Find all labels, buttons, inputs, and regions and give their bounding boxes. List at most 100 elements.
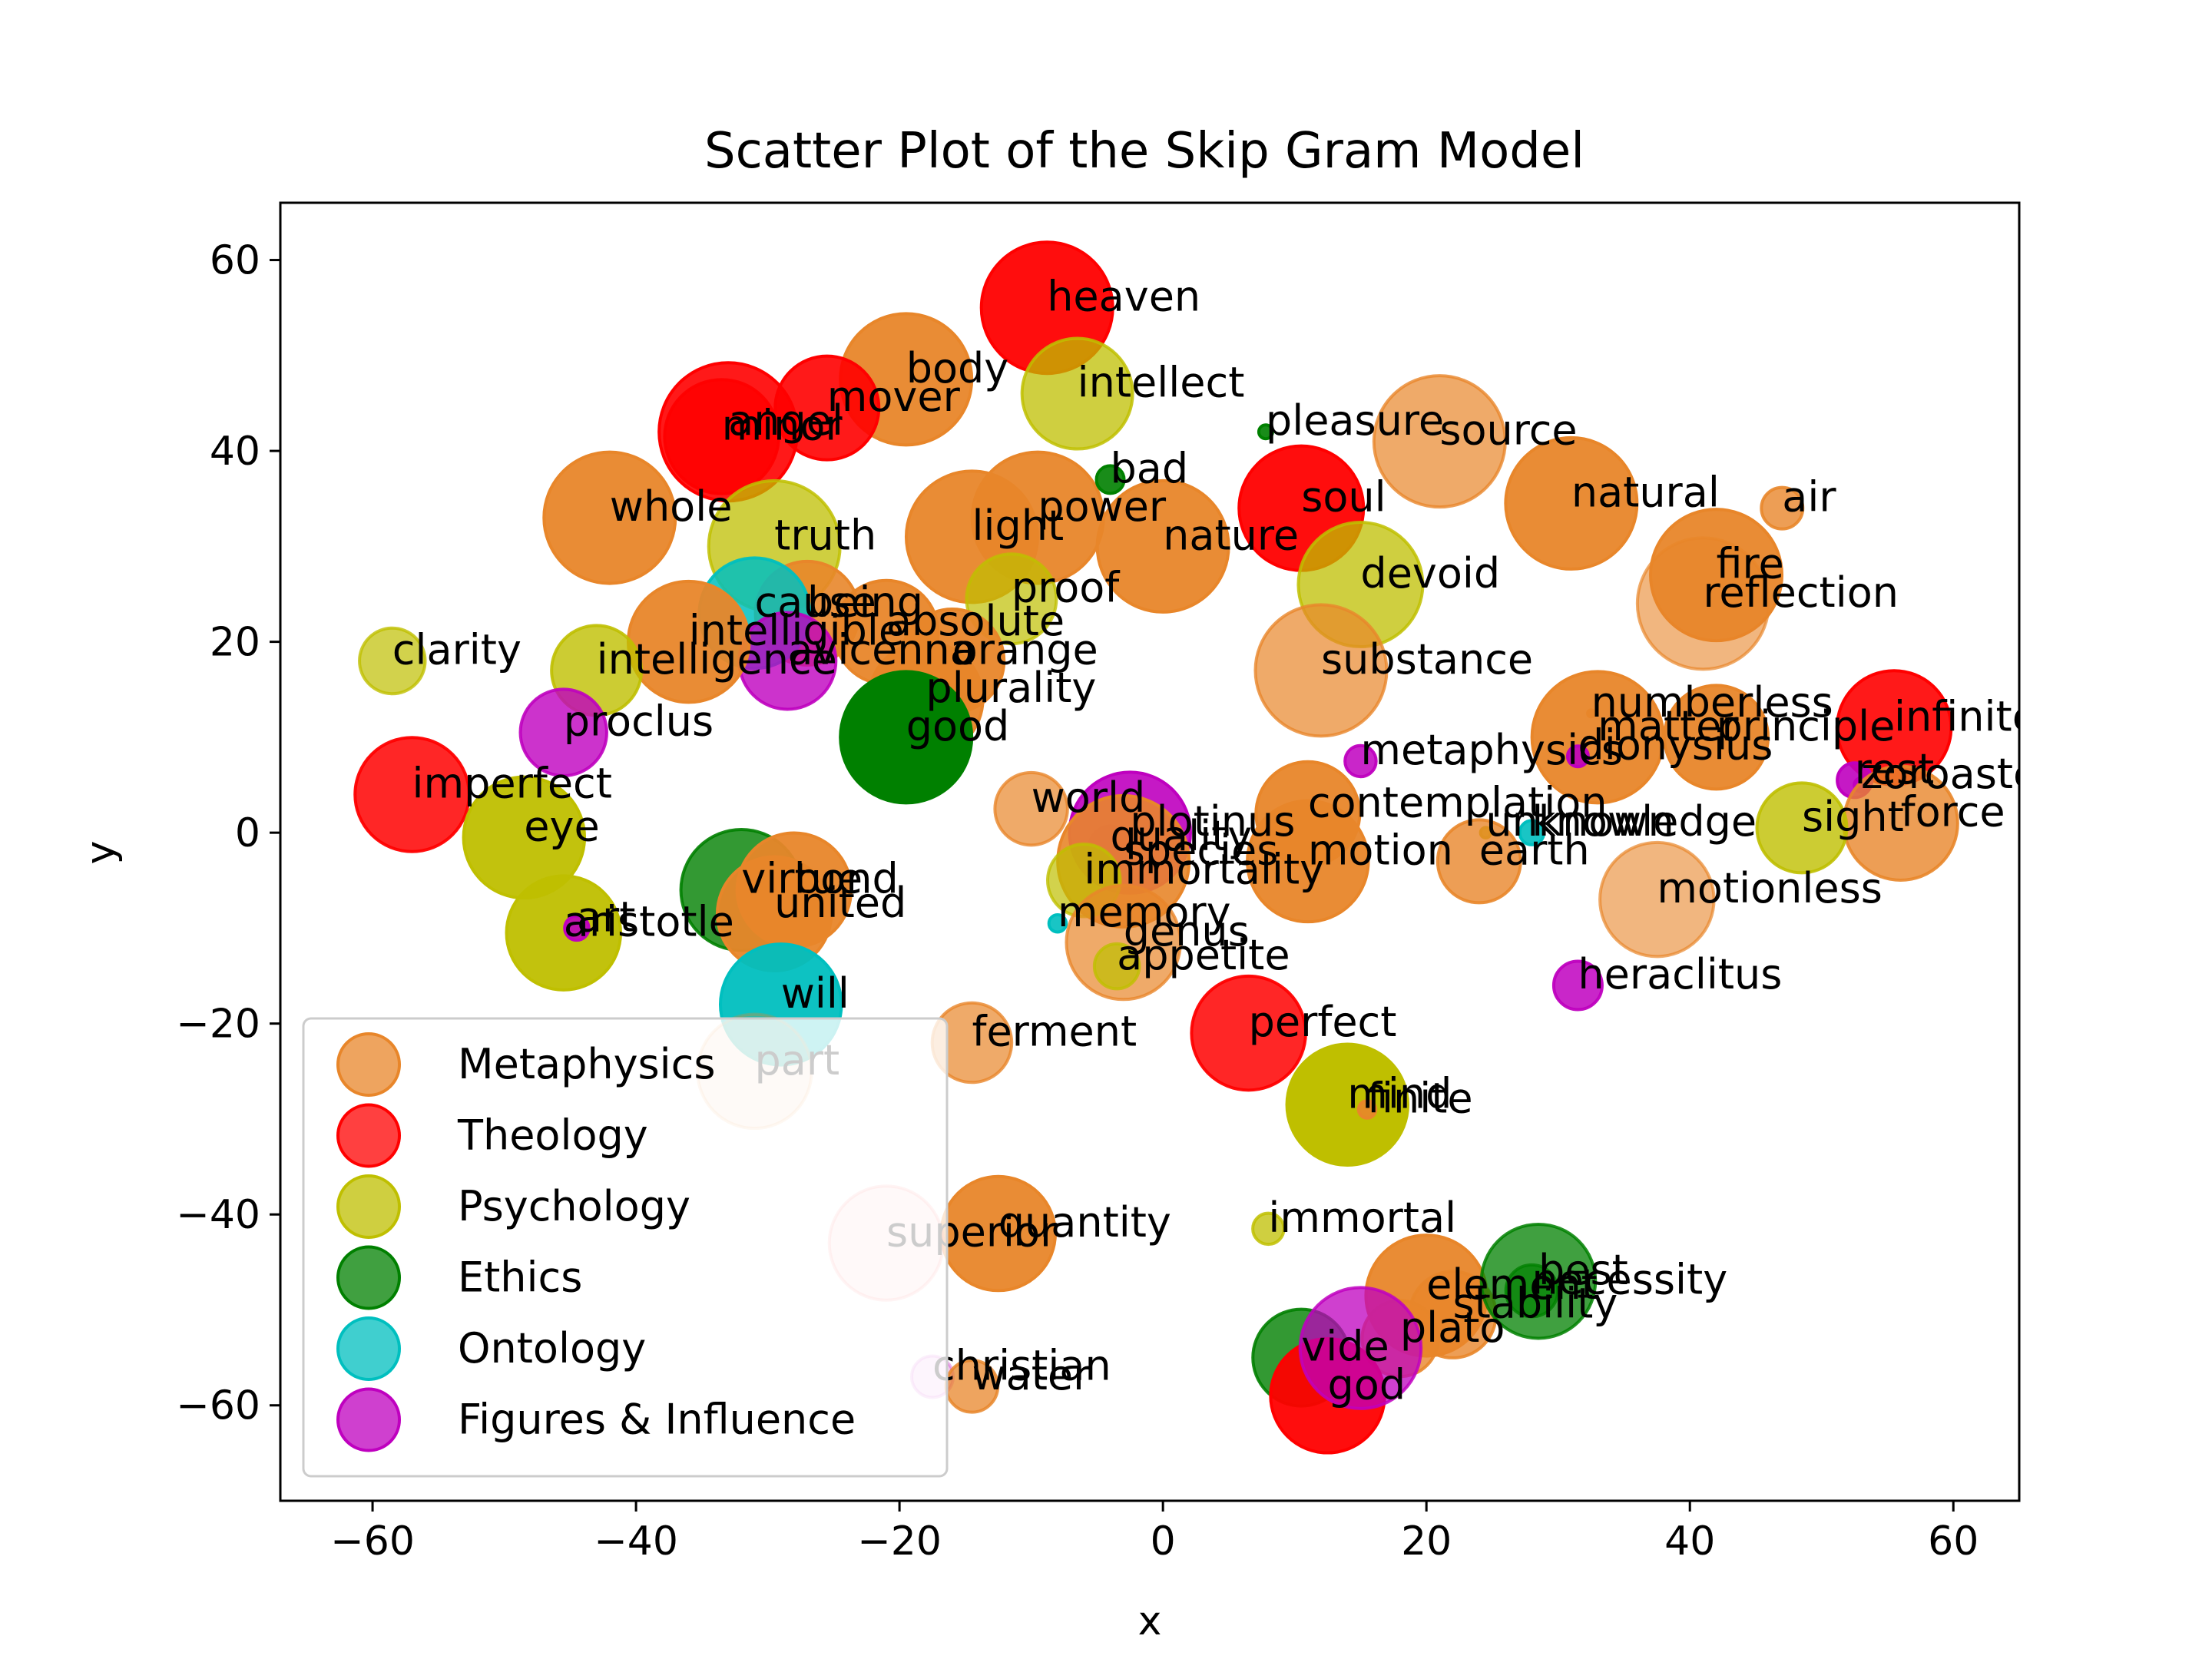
point-label: christian bbox=[932, 1341, 1111, 1389]
point-label: plurality bbox=[926, 664, 1096, 712]
point-label: power bbox=[1038, 482, 1167, 531]
point-label: immortal bbox=[1268, 1194, 1456, 1242]
point-label: infinite bbox=[1894, 692, 2038, 740]
point-label: finite bbox=[1367, 1075, 1473, 1123]
point-label: immortality bbox=[1084, 845, 1324, 893]
scatter-point bbox=[1565, 744, 1590, 769]
point-label: earth bbox=[1479, 826, 1590, 874]
point-label: quality bbox=[1111, 812, 1253, 860]
point-label: being bbox=[807, 578, 923, 626]
point-label: quantity bbox=[998, 1198, 1171, 1247]
point-label: numberless bbox=[1591, 678, 1833, 727]
x-tick-label: 20 bbox=[1401, 1518, 1452, 1565]
scatter-point bbox=[1251, 1211, 1286, 1247]
x-tick-label: −60 bbox=[330, 1518, 415, 1565]
scatter-point bbox=[1246, 799, 1370, 924]
point-label: sight bbox=[1802, 793, 1904, 841]
point-label: soul bbox=[1301, 473, 1386, 522]
point-label: absolute bbox=[886, 597, 1065, 645]
y-tick-label: 60 bbox=[210, 238, 260, 284]
point-label: heraclitus bbox=[1578, 950, 1782, 998]
point-label: motion bbox=[1308, 826, 1453, 874]
y-tick-label: 0 bbox=[235, 810, 260, 856]
scatter-point bbox=[353, 736, 471, 853]
x-tick-label: 60 bbox=[1928, 1518, 1979, 1565]
point-label: contemplation bbox=[1308, 778, 1608, 826]
point-label: genus bbox=[1124, 907, 1250, 955]
scatter-point bbox=[542, 450, 677, 585]
point-label: reflection bbox=[1703, 568, 1899, 617]
point-label: motionless bbox=[1657, 864, 1883, 912]
point-label: rest bbox=[1855, 745, 1935, 793]
point-label: best bbox=[1538, 1246, 1628, 1294]
scatter-point bbox=[1092, 942, 1141, 991]
scatter-point bbox=[1435, 818, 1522, 905]
point-label: air bbox=[1782, 473, 1836, 522]
point-label: mind bbox=[1347, 1069, 1452, 1118]
legend-label: Ontology bbox=[458, 1324, 646, 1373]
point-label: angel bbox=[728, 396, 843, 445]
point-label: species bbox=[1124, 826, 1279, 874]
scatter-point bbox=[563, 914, 591, 942]
point-label: united bbox=[774, 879, 906, 927]
point-label: natural bbox=[1571, 468, 1720, 516]
point-label: force bbox=[1901, 788, 2005, 836]
y-tick-label: 20 bbox=[210, 620, 260, 666]
scatter-point bbox=[1285, 1042, 1410, 1167]
x-tick-label: 0 bbox=[1151, 1518, 1176, 1565]
legend-marker bbox=[336, 1387, 401, 1452]
scatter-point bbox=[1095, 478, 1230, 614]
legend-marker bbox=[336, 1174, 401, 1239]
x-axis-label: x bbox=[1138, 1598, 1162, 1644]
scatter-point bbox=[1504, 435, 1639, 571]
point-label: unknown bbox=[1485, 797, 1674, 846]
scatter-point bbox=[1760, 485, 1805, 531]
scatter-point bbox=[1635, 536, 1770, 671]
y-tick-label: −20 bbox=[176, 1002, 260, 1048]
x-tick-label: −40 bbox=[594, 1518, 678, 1565]
scatter-point bbox=[663, 378, 780, 495]
point-label: truth bbox=[774, 511, 876, 559]
point-label: dionysius bbox=[1578, 721, 1773, 770]
point-label: perfect bbox=[1249, 998, 1397, 1046]
point-label: proclus bbox=[564, 697, 714, 746]
x-tick-label: −20 bbox=[857, 1518, 942, 1565]
scatter-point bbox=[839, 670, 974, 805]
scatter-point bbox=[1372, 374, 1507, 509]
point-label: art bbox=[577, 892, 635, 941]
point-label: matter bbox=[1598, 702, 1739, 750]
y-axis-label: y bbox=[78, 841, 124, 865]
point-label: source bbox=[1439, 406, 1577, 455]
point-label: ferment bbox=[972, 1008, 1137, 1056]
point-label: principle bbox=[1717, 702, 1896, 750]
point-label: necessity bbox=[1532, 1256, 1727, 1304]
scatter-point bbox=[1598, 840, 1716, 959]
point-label: good bbox=[906, 702, 1010, 750]
legend-box bbox=[302, 1017, 949, 1478]
scatter-point bbox=[1253, 603, 1389, 738]
point-label: aristotle bbox=[564, 898, 734, 946]
scatter-point bbox=[358, 626, 427, 696]
scatter-point bbox=[1518, 819, 1546, 846]
scatter-point bbox=[965, 552, 1058, 646]
scatter-point bbox=[1343, 743, 1378, 779]
point-label: orange bbox=[952, 625, 1098, 674]
point-label: vide bbox=[1301, 1323, 1389, 1371]
legend-marker bbox=[336, 1316, 401, 1381]
point-label: intelligible bbox=[689, 607, 904, 655]
scatter-point bbox=[1356, 1099, 1378, 1120]
point-label: virtue bbox=[741, 855, 863, 903]
legend-marker bbox=[336, 1032, 401, 1097]
point-label: clarity bbox=[392, 625, 522, 674]
scatter-point bbox=[993, 770, 1069, 847]
point-label: proof bbox=[1012, 564, 1121, 612]
point-label: bond bbox=[794, 855, 899, 903]
point-label: fire bbox=[1717, 540, 1784, 588]
legend: Metaphysics Theology Psychology Ethics Ontol… bbox=[302, 1017, 949, 1478]
scatter-point bbox=[518, 687, 609, 777]
scatter-point bbox=[1020, 336, 1134, 451]
point-label: devoid bbox=[1360, 549, 1500, 598]
point-label: water bbox=[972, 1351, 1091, 1399]
